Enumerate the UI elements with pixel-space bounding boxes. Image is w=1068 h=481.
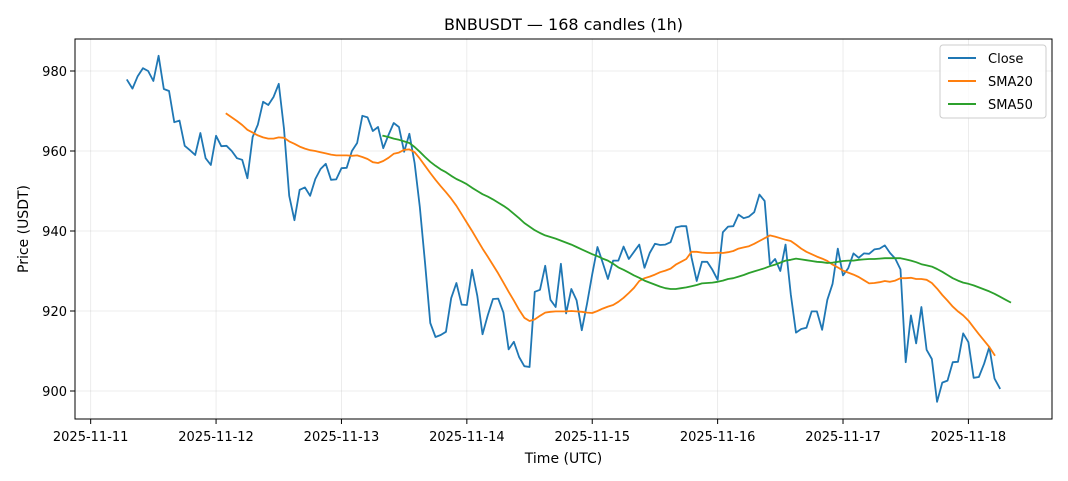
- y-axis: 900 920 940 960 980: [42, 65, 75, 400]
- legend-label-sma20: SMA20: [988, 75, 1033, 90]
- legend-label-close: Close: [988, 52, 1023, 67]
- plot-frame: [74, 38, 1053, 420]
- y-tick-label: 960: [42, 145, 67, 160]
- series-layer: [126, 54, 1012, 403]
- series-line-close: [126, 54, 1001, 403]
- y-tick-label: 980: [42, 65, 67, 80]
- y-tick-label: 920: [42, 305, 67, 320]
- x-tick-label: 2025-11-16: [680, 430, 756, 445]
- y-tick-label: 940: [42, 225, 67, 240]
- legend-box: [939, 44, 1047, 119]
- x-tick-label: 2025-11-14: [429, 430, 505, 445]
- legend-label-sma50: SMA50: [988, 98, 1033, 113]
- x-tick-label: 2025-11-15: [554, 430, 630, 445]
- x-axis-title: Time (UTC): [524, 451, 602, 467]
- series-line-sma20: [225, 112, 996, 357]
- chart-title: BNBUSDT — 168 candles (1h): [444, 15, 683, 34]
- x-tick-label: 2025-11-11: [53, 430, 129, 445]
- x-axis: 2025-11-11 2025-11-12 2025-11-13 2025-11-14…: [53, 419, 1006, 445]
- grid: [75, 39, 1052, 419]
- x-tick-label: 2025-11-13: [304, 430, 380, 445]
- x-tick-label: 2025-11-12: [178, 430, 254, 445]
- legend: Close SMA20 SMA50: [939, 44, 1047, 119]
- series-line-sma50: [382, 134, 1012, 304]
- x-tick-label: 2025-11-17: [805, 430, 881, 445]
- y-axis-title: Price (USDT): [16, 185, 32, 273]
- y-tick-label: 900: [42, 385, 67, 400]
- x-tick-label: 2025-11-18: [931, 430, 1007, 445]
